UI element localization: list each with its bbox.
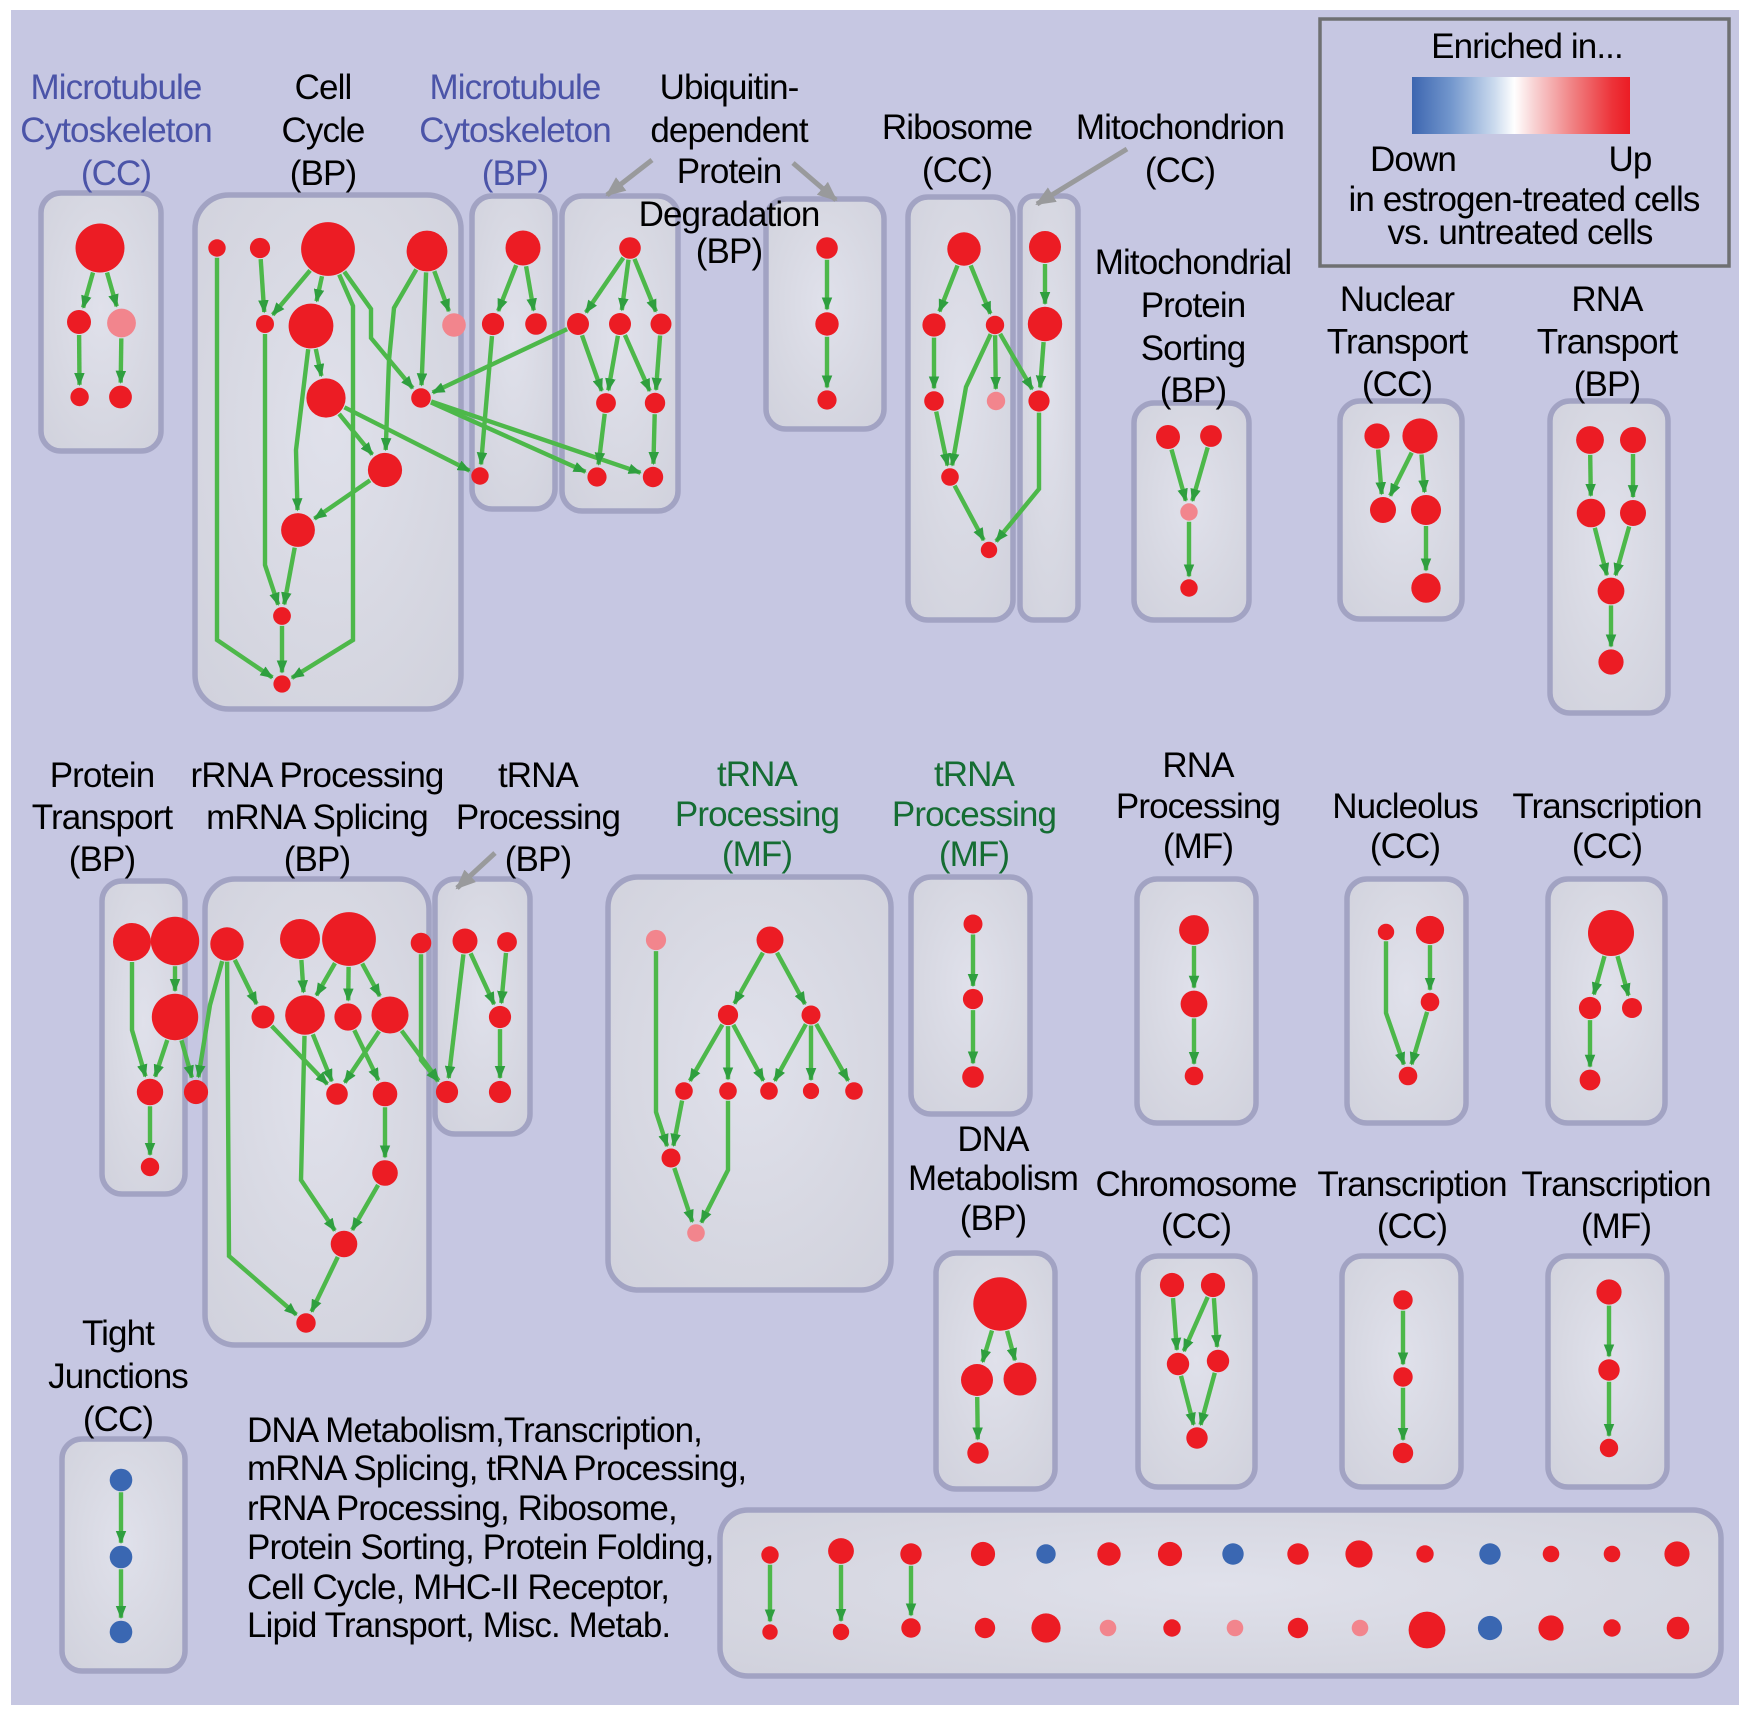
svg-text:Protein: Protein (1141, 286, 1246, 325)
svg-text:Degradation: Degradation (639, 195, 820, 234)
svg-text:RNA: RNA (1571, 280, 1644, 319)
svg-text:Nucleolus: Nucleolus (1332, 787, 1478, 826)
svg-text:tRNA: tRNA (717, 755, 799, 794)
svg-text:Junctions: Junctions (48, 1357, 188, 1396)
svg-text:Cell Cycle, MHC-II Receptor,: Cell Cycle, MHC-II Receptor, (247, 1568, 669, 1607)
svg-text:Processing: Processing (456, 798, 620, 837)
svg-text:(BP): (BP) (69, 840, 135, 879)
svg-text:(BP): (BP) (960, 1199, 1026, 1238)
svg-text:Transcription: Transcription (1521, 1165, 1710, 1204)
svg-text:(CC): (CC) (922, 151, 992, 190)
svg-text:Transport: Transport (1537, 323, 1679, 362)
svg-text:Protein: Protein (677, 152, 782, 191)
svg-text:(MF): (MF) (939, 835, 1009, 874)
svg-text:(BP): (BP) (1574, 365, 1640, 404)
svg-text:in estrogen-treated cells: in estrogen-treated cells (1348, 180, 1699, 219)
svg-text:(BP): (BP) (284, 840, 350, 879)
svg-text:(CC): (CC) (83, 1400, 153, 1439)
svg-text:Microtubule: Microtubule (429, 68, 600, 107)
svg-text:(CC): (CC) (1370, 827, 1440, 866)
svg-text:Processing: Processing (1116, 787, 1280, 826)
svg-text:Processing: Processing (675, 795, 839, 834)
svg-text:Cytoskeleton: Cytoskeleton (20, 111, 212, 150)
svg-text:rRNA Processing, Ribosome,: rRNA Processing, Ribosome, (247, 1489, 677, 1528)
svg-text:dependent: dependent (650, 111, 809, 150)
svg-text:Protein: Protein (50, 756, 155, 795)
svg-text:Sorting: Sorting (1141, 329, 1246, 368)
svg-text:mRNA Splicing: mRNA Splicing (206, 798, 428, 837)
svg-text:(CC): (CC) (81, 154, 151, 193)
svg-text:Ubiquitin-: Ubiquitin- (660, 68, 799, 107)
svg-text:(CC): (CC) (1572, 827, 1642, 866)
svg-text:RNA: RNA (1162, 746, 1235, 785)
svg-text:Down: Down (1370, 140, 1456, 179)
svg-text:Cytoskeleton: Cytoskeleton (419, 111, 611, 150)
svg-text:Tight: Tight (82, 1314, 155, 1353)
svg-text:Transcription: Transcription (1317, 1165, 1506, 1204)
svg-text:Mitochondrial: Mitochondrial (1095, 243, 1291, 282)
svg-text:(BP): (BP) (482, 154, 548, 193)
svg-text:Protein Sorting, Protein Foldi: Protein Sorting, Protein Folding, (247, 1528, 713, 1567)
svg-text:(CC): (CC) (1145, 151, 1215, 190)
svg-text:rRNA Processing: rRNA Processing (191, 756, 444, 795)
svg-text:Transcription: Transcription (1512, 787, 1701, 826)
svg-text:(BP): (BP) (696, 232, 762, 271)
svg-text:(MF): (MF) (1581, 1207, 1651, 1246)
svg-text:tRNA: tRNA (498, 756, 580, 795)
svg-text:(CC): (CC) (1362, 365, 1432, 404)
svg-text:(MF): (MF) (722, 835, 792, 874)
svg-text:tRNA: tRNA (934, 755, 1016, 794)
svg-text:Lipid Transport, Misc. Metab.: Lipid Transport, Misc. Metab. (247, 1606, 670, 1645)
svg-text:mRNA Splicing, tRNA Processing: mRNA Splicing, tRNA Processing, (247, 1449, 746, 1488)
svg-text:Microtubule: Microtubule (30, 68, 201, 107)
svg-text:(BP): (BP) (1160, 371, 1226, 410)
svg-text:Cycle: Cycle (281, 111, 364, 150)
svg-text:Metabolism: Metabolism (908, 1159, 1078, 1198)
svg-text:(CC): (CC) (1161, 1207, 1231, 1246)
svg-text:(BP): (BP) (505, 840, 571, 879)
svg-text:DNA: DNA (957, 1120, 1030, 1159)
svg-text:vs. untreated cells: vs. untreated cells (1388, 213, 1653, 252)
svg-text:Chromosome: Chromosome (1095, 1165, 1296, 1204)
svg-text:Ribosome: Ribosome (882, 108, 1032, 147)
svg-text:DNA Metabolism,Transcription,: DNA Metabolism,Transcription, (247, 1411, 702, 1450)
svg-text:Processing: Processing (892, 795, 1056, 834)
svg-text:Transport: Transport (1327, 323, 1469, 362)
svg-text:(MF): (MF) (1163, 827, 1233, 866)
svg-text:(CC): (CC) (1377, 1207, 1447, 1246)
svg-text:Transport: Transport (32, 798, 174, 837)
svg-text:Cell: Cell (295, 68, 352, 107)
svg-text:(BP): (BP) (290, 154, 356, 193)
svg-text:Nuclear: Nuclear (1340, 280, 1456, 319)
svg-text:Up: Up (1609, 140, 1652, 179)
svg-text:Enriched in...: Enriched in... (1431, 27, 1623, 66)
svg-text:Mitochondrion: Mitochondrion (1076, 108, 1284, 147)
